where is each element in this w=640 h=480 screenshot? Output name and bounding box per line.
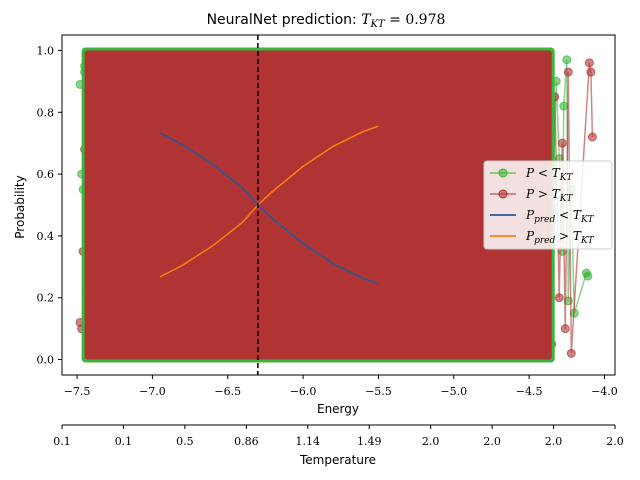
x-tick-label: −4.0	[591, 385, 618, 398]
series-0-point	[562, 55, 572, 65]
legend-operator: <	[534, 166, 552, 180]
legend-subscript: pred	[534, 215, 555, 225]
temperature-tick-label: 2.0	[422, 435, 440, 448]
series-1-point	[586, 67, 596, 77]
x-axis-label: Energy	[317, 402, 359, 416]
series-1-point	[554, 293, 564, 303]
series-1-point	[557, 138, 567, 148]
prediction-line-0	[159, 132, 379, 285]
legend-t-symbol: T	[552, 166, 561, 180]
x-tick-label: −5.5	[365, 385, 392, 398]
temperature-tick-label: 2.0	[606, 435, 624, 448]
plot-frame	[61, 34, 616, 376]
y-tick-label: 0.2	[37, 292, 55, 305]
series-1-point	[566, 348, 576, 358]
legend-marker-0	[498, 168, 508, 178]
legend-t-subscript: KT	[580, 236, 595, 246]
y-axis-label: Probability	[13, 175, 27, 238]
title-prefix: NeuralNet prediction:	[207, 12, 362, 28]
temperature-tick-label: 1.14	[296, 435, 321, 448]
x-tick-label: −5.0	[440, 385, 467, 398]
y-tick-label: 1.0	[37, 44, 55, 57]
legend-box	[483, 160, 613, 250]
prediction-lines	[159, 125, 379, 285]
legend-label-0: P < TKT	[525, 166, 574, 183]
x-tick-label: −4.5	[516, 385, 543, 398]
title-value: = 0.978	[385, 12, 446, 28]
legend-t-symbol: T	[573, 208, 582, 222]
temperature-tick-label: 2.0	[483, 435, 501, 448]
legend-t-subscript: KT	[559, 173, 574, 183]
legend-symbol: P	[525, 229, 535, 243]
legend-t-subscript: KT	[559, 194, 574, 204]
temperature-axis: 0.1 0.1 0.5 0.86 1.14 1.49 2.0 2.0 2.0 2.0	[53, 424, 624, 448]
legend-operator: <	[555, 208, 573, 222]
legend-marker-1	[498, 189, 508, 199]
legend-symbol: P	[525, 187, 535, 201]
temperature-tick-label: 2.0	[545, 435, 563, 448]
x-tick-label: −6.0	[290, 385, 317, 398]
dense-band-red	[84, 50, 552, 360]
series-1-point	[584, 58, 594, 68]
chart-title: NeuralNet prediction: TKT = 0.978	[207, 12, 446, 30]
legend-label-3: Ppred > TKT	[525, 229, 595, 246]
y-axis: 0.0 0.2 0.4 0.6 0.8 1.0	[37, 44, 62, 367]
legend-label-2: Ppred < TKT	[525, 208, 595, 225]
legend-t-symbol: T	[552, 187, 561, 201]
temperature-tick-label: 0.1	[53, 435, 71, 448]
series-1-point	[563, 67, 573, 77]
y-tick-label: 0.4	[37, 230, 55, 243]
series-1-point	[587, 132, 597, 142]
temperature-axis-label: Temperature	[299, 453, 376, 467]
legend-t-subscript: KT	[580, 215, 595, 225]
legend-operator: >	[555, 229, 573, 243]
legend-subscript: pred	[534, 236, 555, 246]
series-0-point	[559, 101, 569, 111]
dense-band	[81, 47, 555, 363]
y-tick-label: 0.0	[37, 354, 55, 367]
plot-border	[61, 34, 616, 376]
series-1-point	[560, 324, 570, 334]
x-tick-label: −7.0	[139, 385, 166, 398]
temperature-tick-label: 1.49	[357, 435, 382, 448]
prediction-line-1	[159, 125, 379, 278]
x-tick-label: −6.5	[214, 385, 241, 398]
title-symbol: T	[361, 12, 372, 28]
temperature-tick-label: 0.5	[176, 435, 194, 448]
title-subscript: KT	[370, 19, 386, 30]
y-tick-label: 0.6	[37, 168, 55, 181]
y-tick-label: 0.8	[37, 106, 55, 119]
legend-t-symbol: T	[573, 229, 582, 243]
legend-symbol: P	[525, 166, 535, 180]
x-tick-label: −7.5	[64, 385, 91, 398]
temperature-tick-label: 0.86	[234, 435, 259, 448]
x-axis: −7.5 −7.0 −6.5 −6.0 −5.5 −5.0 −4.5 −4.0	[64, 375, 618, 398]
series-0-point	[583, 271, 593, 281]
legend-label-1: P > TKT	[525, 187, 574, 204]
temperature-tick-label: 0.1	[115, 435, 133, 448]
legend-operator: >	[534, 187, 552, 201]
legend-symbol: P	[525, 208, 535, 222]
